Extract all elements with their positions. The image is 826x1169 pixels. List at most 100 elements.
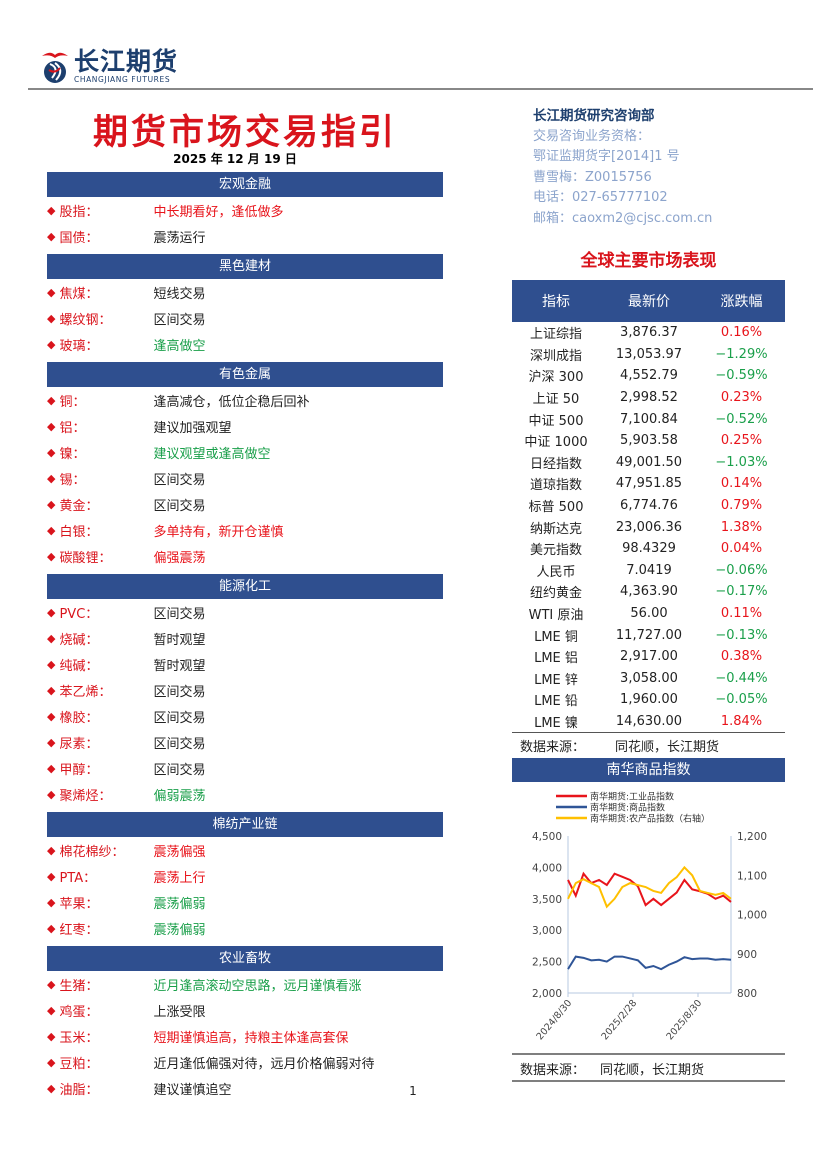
diamond-bullet-icon: ◆ — [47, 683, 56, 697]
guide-item: ◆ 生猪： 近月逢高滚动空思路，远月谨慎看涨 — [47, 971, 443, 997]
diamond-bullet-icon: ◆ — [47, 549, 56, 563]
guide-item: ◆ 甲醇： 区间交易 — [47, 755, 443, 781]
header-divider — [28, 88, 813, 90]
indicator-name: 纳斯达克 — [529, 521, 582, 537]
y-right-tick: 900 — [737, 949, 757, 961]
latest-price: 47,951.85 — [615, 476, 683, 492]
logo-text: 长江期货 — [74, 46, 179, 76]
commodity-label: 股指： — [59, 204, 99, 220]
guide-item: ◆ 股指： 中长期看好，逢低做多 — [47, 197, 443, 223]
guide-item: ◆ 白银： 多单持有，新开仓谨慎 — [47, 517, 443, 543]
logo-emblem-icon — [42, 52, 68, 83]
diamond-bullet-icon: ◆ — [47, 285, 56, 299]
change-pct: 0.38% — [720, 649, 763, 665]
commodity-label: 铝： — [59, 420, 86, 436]
commodity-advice: 区间交易 — [153, 684, 206, 700]
table-row: 道琼指数 47,951.85 0.14% — [512, 473, 785, 495]
change-pct: 0.16% — [720, 325, 763, 341]
latest-price: 4,363.90 — [620, 584, 678, 600]
table-row: 美元指数 98.4329 0.04% — [512, 538, 785, 560]
x-tick-label: 2025/2/28 — [600, 998, 640, 1042]
analyst: 曹雪梅：Z0015756 — [533, 169, 652, 185]
commodity-advice: 震荡运行 — [153, 230, 206, 246]
table-row: LME 铜 11,727.00 −0.13% — [512, 624, 785, 646]
commodity-advice: 短线交易 — [153, 286, 206, 302]
commodity-label: 白银： — [59, 524, 99, 540]
indicator-name: LME 铅 — [534, 694, 578, 710]
guide-item: ◆ 红枣： 震荡偏弱 — [47, 915, 443, 941]
latest-price: 13,053.97 — [615, 346, 683, 362]
commodity-advice: 近月逢高滚动空思路，远月谨慎看涨 — [153, 978, 362, 994]
change-pct: −0.52% — [715, 411, 768, 427]
indicator-name: 中证 500 — [528, 413, 584, 429]
commodity-advice: 区间交易 — [153, 762, 206, 778]
table-row: LME 镍 14,630.00 1.84% — [512, 711, 785, 733]
x-tick-label: 2024/8/30 — [535, 998, 575, 1042]
latest-price: 3,876.37 — [620, 325, 678, 341]
indicator-name: LME 铜 — [534, 629, 578, 645]
diamond-bullet-icon: ◆ — [47, 229, 56, 243]
guide-item: ◆ 锡： 区间交易 — [47, 465, 443, 491]
change-pct: 0.14% — [720, 476, 763, 492]
indicator-name: 纽约黄金 — [529, 586, 582, 602]
latest-price: 2,998.52 — [620, 390, 678, 406]
table-row: LME 铝 2,917.00 0.38% — [512, 646, 785, 668]
guide-item: ◆ 苯乙烯： 区间交易 — [47, 677, 443, 703]
commodity-advice: 偏弱震荡 — [153, 788, 206, 804]
y-left-tick: 3,000 — [532, 925, 562, 937]
commodity-advice: 建议谨慎追空 — [153, 1082, 232, 1098]
x-tick-label: 2025/8/30 — [665, 998, 705, 1042]
email: 邮箱：caoxm2@cjsc.com.cn — [533, 210, 713, 226]
col-indicator: 指标 — [542, 294, 570, 310]
section-header: 棉纺产业链 — [47, 812, 443, 837]
commodity-advice: 区间交易 — [153, 312, 206, 328]
latest-price: 56.00 — [630, 606, 668, 622]
change-pct: −0.05% — [715, 692, 768, 708]
change-pct: −0.06% — [715, 562, 768, 578]
latest-price: 11,727.00 — [615, 627, 683, 643]
latest-price: 2,917.00 — [620, 649, 678, 665]
commodity-advice: 建议加强观望 — [153, 420, 232, 436]
commodity-label: 黄金： — [59, 498, 99, 514]
guide-item: ◆ 豆粕： 近月逢低偏强对待，远月价格偏弱对待 — [47, 1049, 443, 1075]
commodity-label: 甲醇： — [59, 762, 99, 778]
commodity-label: 锡： — [59, 472, 86, 488]
change-pct: 0.25% — [720, 433, 763, 449]
indicator-name: 人民币 — [536, 564, 576, 580]
commodity-label: 碳酸锂： — [59, 550, 112, 566]
page-title: 期货市场交易指引 — [92, 113, 397, 153]
change-pct: 1.84% — [720, 713, 763, 729]
license-number: 鄂证监期货字[2014]1 号 — [533, 149, 680, 164]
source-text: 同花顺，长江期货 — [615, 740, 720, 756]
section-header: 宏观金融 — [47, 172, 443, 197]
latest-price: 3,058.00 — [620, 670, 678, 686]
diamond-bullet-icon: ◆ — [47, 921, 56, 935]
indicator-name: WTI 原油 — [528, 608, 584, 624]
department-name: 长江期货研究咨询部 — [533, 108, 655, 124]
page-number: 1 — [409, 1084, 417, 1098]
table-row: LME 铅 1,960.00 −0.05% — [512, 689, 785, 711]
y-right-tick: 1,200 — [737, 831, 767, 843]
diamond-bullet-icon: ◆ — [47, 1081, 56, 1095]
y-left-tick: 4,000 — [532, 862, 562, 874]
commodity-label: 纯碱： — [59, 658, 99, 674]
latest-price: 5,903.58 — [620, 433, 678, 449]
diamond-bullet-icon: ◆ — [47, 419, 56, 433]
report-date: 2025 年 12 月 19 日 — [173, 152, 297, 166]
table-row: 标普 500 6,774.76 0.79% — [512, 495, 785, 517]
guide-item: ◆ 鸡蛋： 上涨受限 — [47, 997, 443, 1023]
y-left-tick: 3,500 — [532, 894, 562, 906]
diamond-bullet-icon: ◆ — [47, 657, 56, 671]
guide-item: ◆ 镍： 建议观望或逢高做空 — [47, 439, 443, 465]
change-pct: 0.23% — [720, 390, 763, 406]
indicator-name: 中证 1000 — [524, 435, 588, 451]
logo-subtext: CHANGJIANG FUTURES — [74, 74, 171, 84]
commodity-advice: 区间交易 — [153, 736, 206, 752]
commodity-label: 焦煤： — [59, 286, 99, 302]
diamond-bullet-icon: ◆ — [47, 843, 56, 857]
diamond-bullet-icon: ◆ — [47, 869, 56, 883]
change-pct: 1.38% — [720, 519, 763, 535]
table-row: 中证 1000 5,903.58 0.25% — [512, 430, 785, 452]
chart-source-text: 同花顺，长江期货 — [600, 1062, 704, 1078]
indicator-name: LME 镍 — [534, 715, 578, 731]
